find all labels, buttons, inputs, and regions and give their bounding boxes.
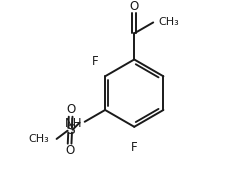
Text: CH₃: CH₃ xyxy=(28,134,49,144)
Text: F: F xyxy=(92,55,98,68)
Text: O: O xyxy=(66,103,75,116)
Text: O: O xyxy=(65,144,74,157)
Text: F: F xyxy=(131,141,138,154)
Text: S: S xyxy=(66,123,74,137)
Text: CH₃: CH₃ xyxy=(158,17,179,27)
Text: O: O xyxy=(130,0,139,13)
Text: NH: NH xyxy=(65,117,82,130)
